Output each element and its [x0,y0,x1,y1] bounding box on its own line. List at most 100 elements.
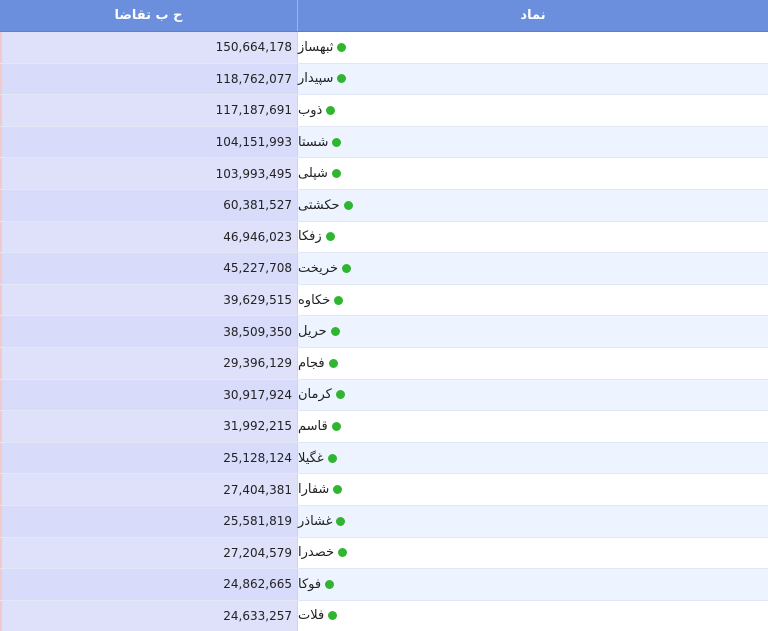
symbol-label: ذوب [298,102,323,118]
symbol-label: شفارا [298,482,330,498]
table-row[interactable]: 30,917,924 کرمان [0,379,768,412]
status-dot-icon [336,516,346,526]
demand-value-cell: 60,381,527 [0,189,298,221]
status-dot-icon [337,42,347,52]
status-dot-icon [327,453,337,463]
symbol-label: زفکا [298,229,322,245]
table-row[interactable]: 104,151,993 شستا [0,126,768,159]
symbol-cell[interactable]: شفارا [298,474,768,505]
symbol-cell[interactable]: کرمان [298,379,768,411]
table-row[interactable]: 60,381,527 حکشتی [0,189,768,222]
demand-value-cell: 118,762,077 [0,63,298,95]
symbol-label: خکاوه [298,292,331,308]
symbol-label: شپلی [298,166,328,182]
status-dot-icon [331,169,341,179]
status-dot-icon [338,548,348,558]
demand-value-cell: 27,404,381 [0,474,298,505]
demand-value-cell: 29,396,129 [0,347,298,379]
symbol-cell[interactable]: ذوب [298,95,768,126]
symbol-label: غشاذر [298,513,333,529]
status-dot-icon [341,263,351,273]
status-dot-icon [337,74,347,84]
symbol-label: فوکا [298,576,322,592]
table-body: 150,664,178 ثبهساز 118,762,077 سپیدار 117,18… [0,32,768,631]
demand-value-cell: 24,862,665 [0,569,298,600]
symbol-cell[interactable]: فوکا [298,569,768,600]
table-row[interactable]: 29,396,129 فجام [0,347,768,380]
demand-value-cell: 45,227,708 [0,253,298,284]
symbol-cell[interactable]: خکاوه [298,284,768,316]
symbol-cell[interactable]: حریل [298,316,768,347]
demand-value-cell: 103,993,495 [0,158,298,189]
demand-value-cell: 39,629,515 [0,284,298,316]
demand-value-cell: 46,946,023 [0,221,298,253]
symbol-label: سپیدار [298,71,334,87]
status-dot-icon [335,390,345,400]
column-header-symbol[interactable]: نماد [520,8,546,23]
symbol-label: شستا [298,134,329,150]
table-row[interactable]: 38,509,350 حریل [0,316,768,348]
symbol-cell[interactable]: غگیلا [298,442,768,474]
table-header: ح ب تقاضا نماد [0,0,768,32]
table-row[interactable]: 103,993,495 شپلی [0,158,768,190]
symbol-label: فجام [298,355,325,371]
symbol-cell[interactable]: زفکا [298,221,768,253]
table-row[interactable]: 25,581,819 غشاذر [0,505,768,538]
status-dot-icon [328,358,338,368]
status-dot-icon [325,579,335,589]
symbol-label: کرمان [298,387,332,403]
table-row[interactable]: 27,204,579 خصدرا [0,537,768,570]
demand-value-cell: 25,128,124 [0,442,298,474]
symbol-label: فلات [298,608,325,624]
symbol-label: قاسم [298,418,328,434]
table-row[interactable]: 118,762,077 سپیدار [0,63,768,96]
table-row[interactable]: 45,227,708 خریخت [0,253,768,285]
symbol-cell[interactable]: فجام [298,347,768,379]
table-row[interactable]: 39,629,515 خکاوه [0,284,768,317]
table-row[interactable]: 24,633,257 فلات [0,600,768,631]
demand-value-cell: 30,917,924 [0,379,298,411]
demand-value-cell: 27,204,579 [0,537,298,569]
demand-value-cell: 150,664,178 [0,32,298,63]
status-dot-icon [343,200,353,210]
table-row[interactable]: 117,187,691 ذوب [0,95,768,127]
column-header-demand-value[interactable]: ح ب تقاضا [0,0,298,31]
status-dot-icon [332,137,342,147]
symbol-cell[interactable]: سپیدار [298,63,768,95]
symbol-cell[interactable]: شستا [298,126,768,158]
status-dot-icon [331,421,341,431]
symbol-cell[interactable]: قاسم [298,411,768,442]
demand-value-cell: 104,151,993 [0,126,298,158]
demand-value-cell: 25,581,819 [0,505,298,537]
symbol-label: ثبهساز [298,39,334,55]
status-dot-icon [334,295,344,305]
symbol-label: خصدرا [298,545,335,561]
demand-value-cell: 38,509,350 [0,316,298,347]
symbol-cell[interactable]: ثبهساز [298,32,768,63]
symbol-label: خریخت [298,260,338,276]
status-dot-icon [333,485,343,495]
status-dot-icon [325,232,335,242]
symbol-cell[interactable]: شپلی [298,158,768,189]
symbol-cell[interactable]: حکشتی [298,189,768,221]
status-dot-icon [330,327,340,337]
symbol-cell[interactable]: خصدرا [298,537,768,569]
symbol-cell[interactable]: خریخت [298,253,768,284]
status-dot-icon [328,611,338,621]
table-row[interactable]: 24,862,665 فوکا [0,569,768,601]
symbol-cell[interactable]: فلات [298,600,768,631]
demand-value-cell: 24,633,257 [0,600,298,631]
symbol-label: حریل [298,324,327,340]
symbol-label: حکشتی [298,197,340,213]
table-row[interactable]: 27,404,381 شفارا [0,474,768,506]
demand-value-cell: 117,187,691 [0,95,298,126]
table-row[interactable]: 31,992,215 قاسم [0,411,768,443]
symbol-cell[interactable]: غشاذر [298,505,768,537]
status-dot-icon [326,105,336,115]
table-row[interactable]: 46,946,023 زفکا [0,221,768,254]
demand-value-cell: 31,992,215 [0,411,298,442]
table-row[interactable]: 150,664,178 ثبهساز [0,32,768,64]
table-row[interactable]: 25,128,124 غگیلا [0,442,768,475]
symbol-label: غگیلا [298,450,324,466]
